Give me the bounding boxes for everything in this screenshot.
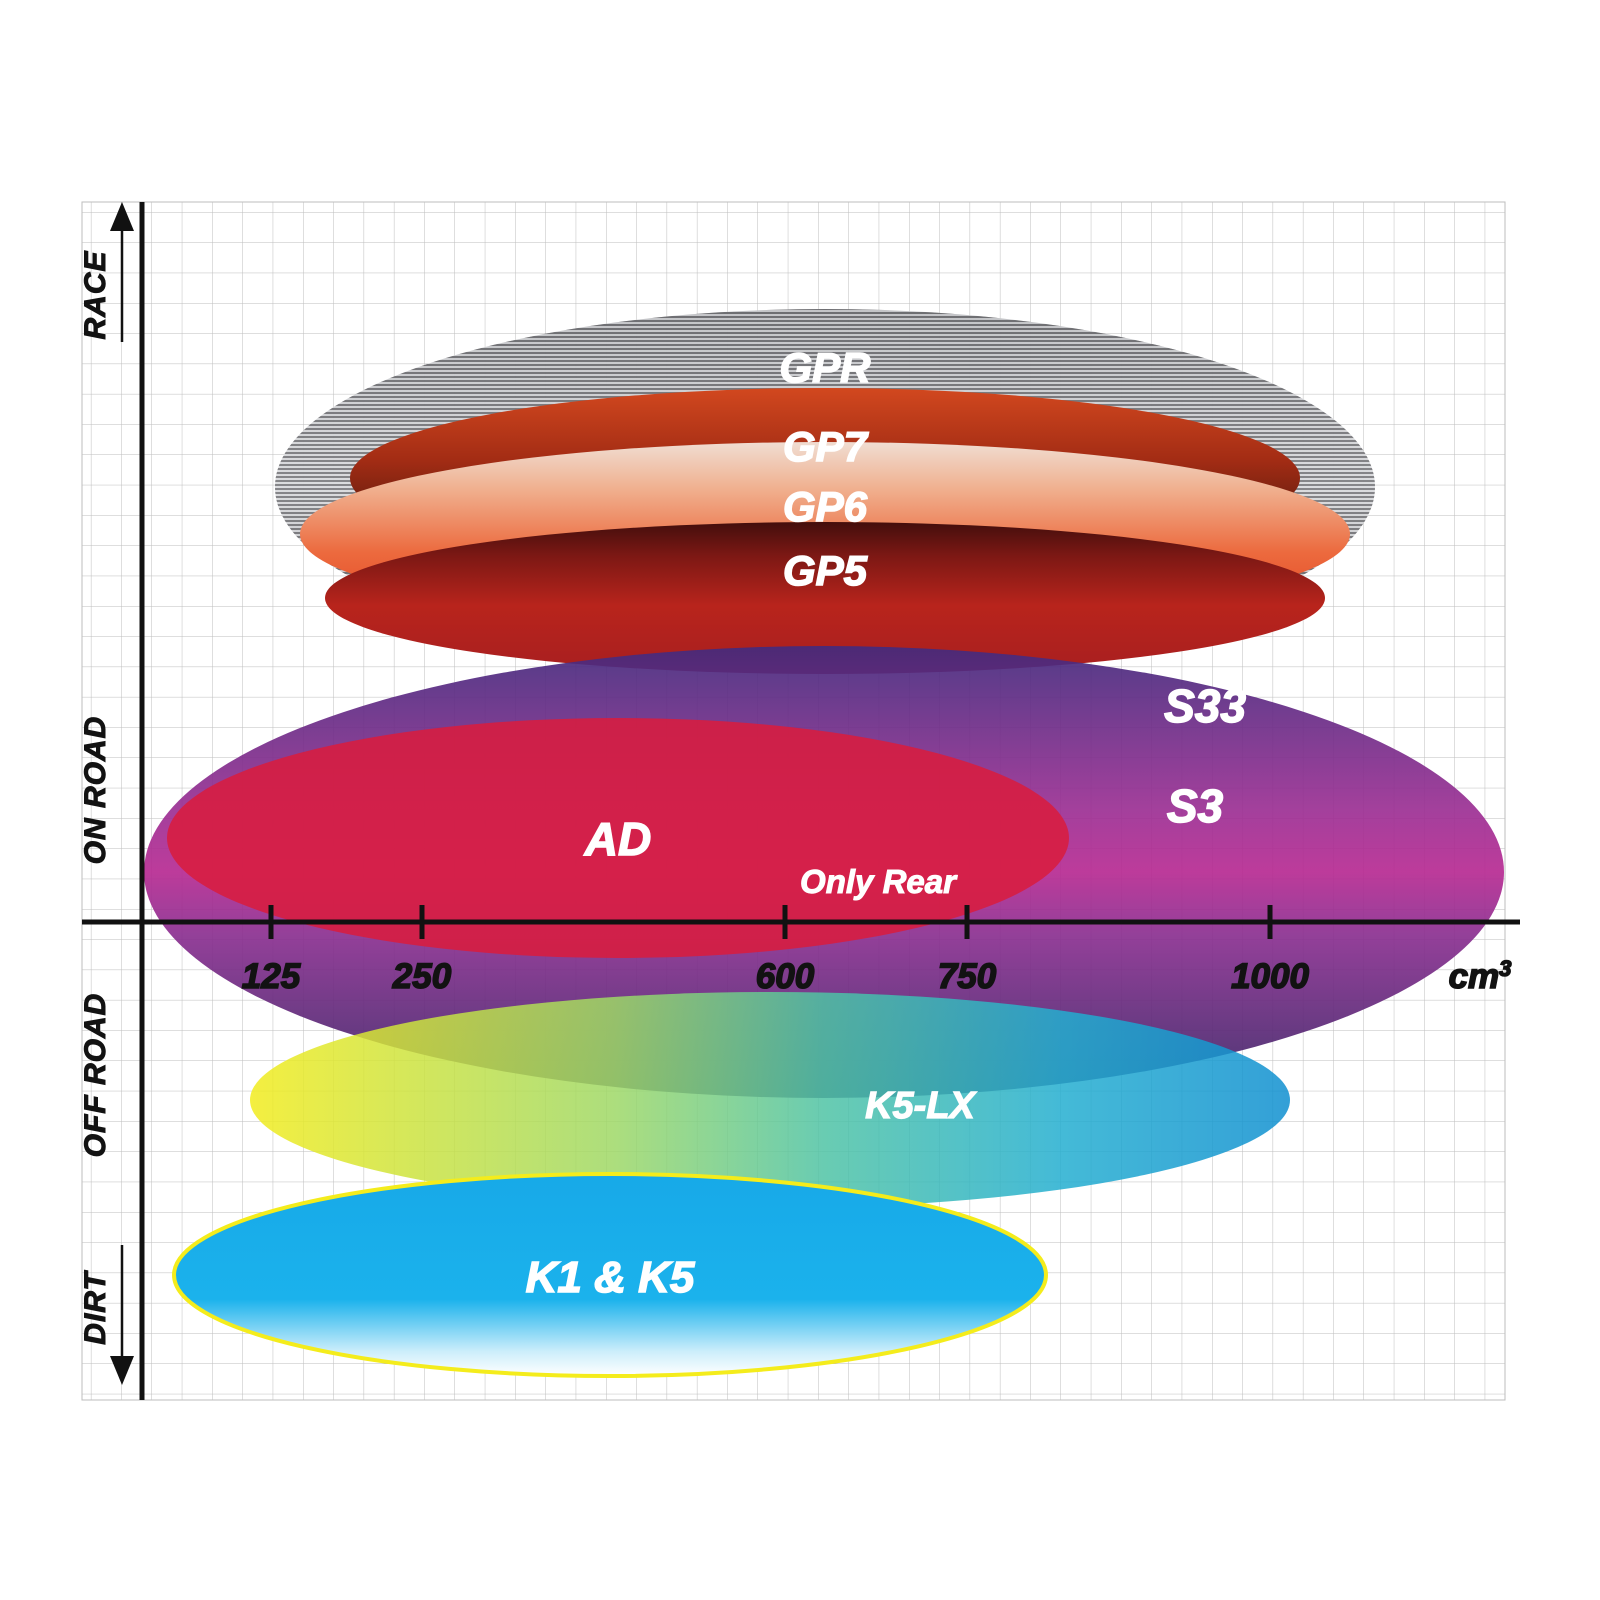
svg-text:750: 750	[938, 957, 997, 996]
svg-text:ON ROAD: ON ROAD	[79, 716, 112, 865]
svg-text:GPR: GPR	[779, 344, 871, 391]
svg-text:GP5: GP5	[783, 547, 868, 594]
svg-text:1000: 1000	[1231, 957, 1309, 996]
svg-text:Only Rear: Only Rear	[800, 863, 958, 900]
svg-text:K5-LX: K5-LX	[865, 1085, 977, 1127]
svg-text:GP7: GP7	[783, 423, 869, 470]
svg-text:250: 250	[392, 957, 452, 996]
svg-text:AD: AD	[584, 813, 651, 865]
svg-text:DIRT: DIRT	[79, 1270, 112, 1345]
svg-text:600: 600	[756, 957, 815, 996]
svg-text:125: 125	[242, 957, 301, 996]
svg-text:S33: S33	[1164, 680, 1246, 732]
svg-text:RACE: RACE	[79, 250, 112, 339]
svg-text:K1 & K5: K1 & K5	[526, 1253, 695, 1302]
svg-text:OFF ROAD: OFF ROAD	[79, 993, 112, 1158]
svg-text:S3: S3	[1167, 780, 1224, 832]
svg-text:GP6: GP6	[783, 483, 868, 530]
